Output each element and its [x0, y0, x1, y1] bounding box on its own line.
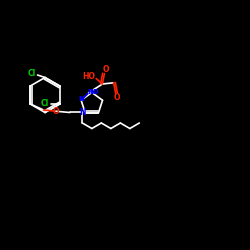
Text: O: O [53, 107, 59, 116]
Text: Cl: Cl [41, 99, 49, 108]
Text: O: O [102, 64, 109, 74]
Text: N: N [89, 90, 95, 96]
Text: HO: HO [87, 88, 99, 94]
Text: HO: HO [83, 72, 96, 80]
Text: N: N [78, 96, 84, 102]
Text: N: N [79, 108, 86, 117]
Text: Cl: Cl [28, 69, 36, 78]
Text: O: O [114, 93, 120, 102]
